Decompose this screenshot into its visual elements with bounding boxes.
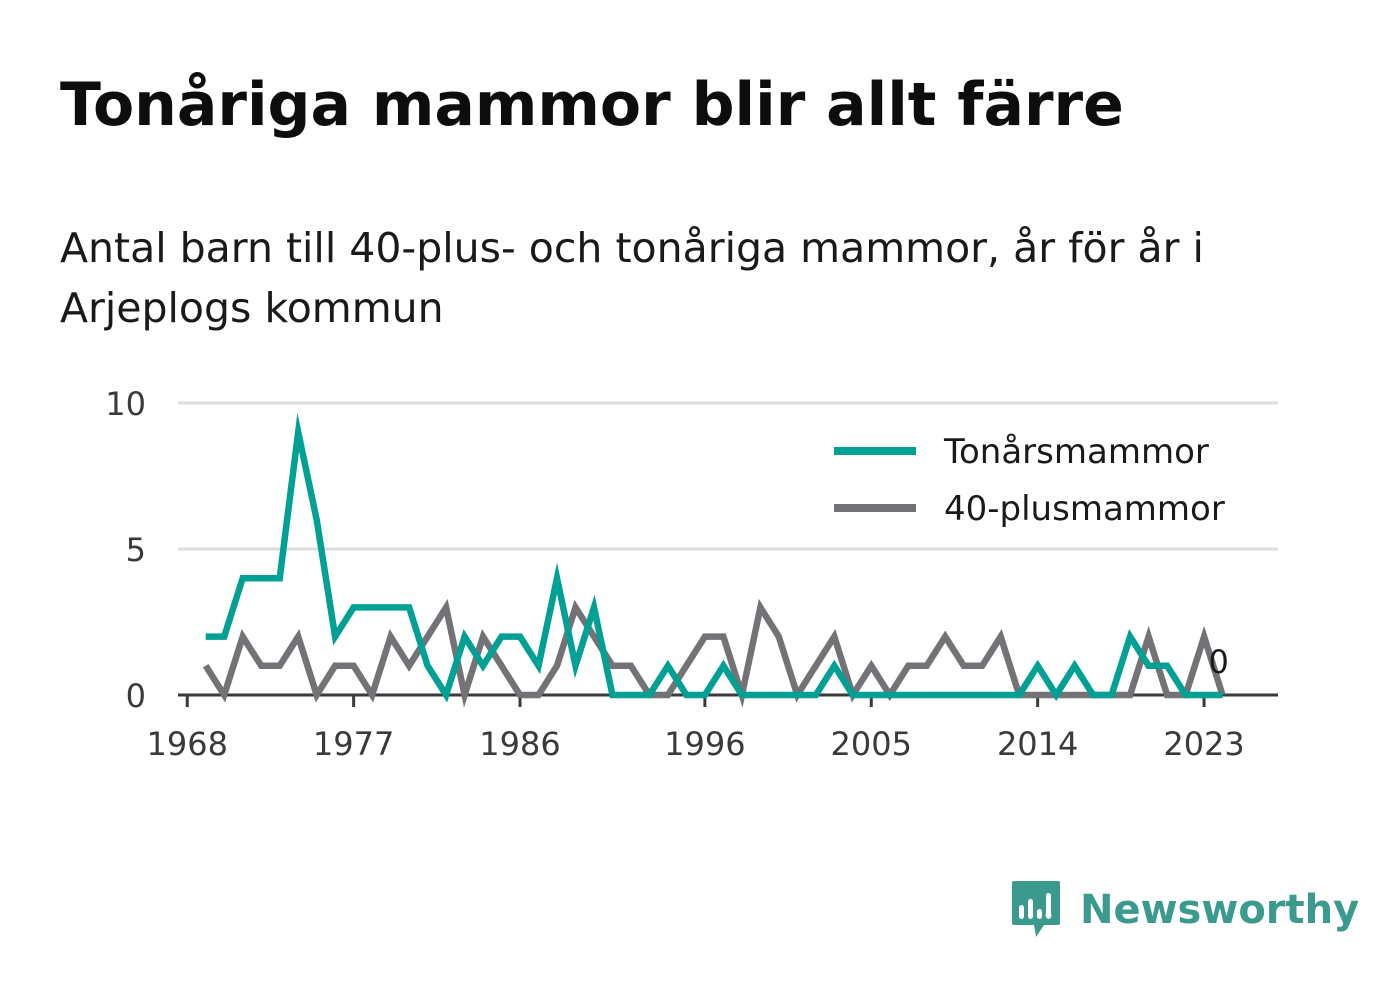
y-tick-label: 0	[126, 677, 146, 715]
chart-subtitle: Antal barn till 40-plus- och tonåriga ma…	[60, 224, 1204, 332]
newsworthy-brand: Newsworthy	[1010, 878, 1359, 942]
y-tick-label: 5	[126, 531, 146, 569]
series-line-Tonårsmammor	[205, 412, 1223, 703]
end-value-label: 0	[1209, 643, 1229, 681]
series-lines	[202, 412, 1226, 708]
brand-name: Newsworthy	[1080, 887, 1360, 933]
y-tick-label: 10	[105, 385, 146, 423]
newsworthy-logo-icon	[1012, 881, 1060, 937]
x-tick-label: 1986	[479, 725, 560, 763]
chart-title: Tonåriga mammor blir allt färre	[60, 70, 1124, 140]
legend-label: 40-plusmammor	[944, 489, 1225, 529]
x-axis: 1968 1977 1986 1996 2005 2014 2023	[147, 693, 1278, 763]
end-labels: 0	[1209, 643, 1229, 681]
y-axis: 0 5 10	[105, 385, 146, 715]
gridlines	[178, 401, 1278, 551]
x-tick-label: 1996	[664, 725, 745, 763]
legend-label: Tonårsmammor	[943, 432, 1209, 472]
x-tick-label: 1968	[147, 725, 228, 763]
x-tick-label: 2005	[831, 725, 912, 763]
legend: Tonårsmammor 40-plusmammor	[834, 432, 1225, 529]
x-tick-label: 2023	[1163, 725, 1244, 763]
x-tick-label: 2014	[997, 725, 1078, 763]
x-tick-label: 1977	[313, 725, 394, 763]
